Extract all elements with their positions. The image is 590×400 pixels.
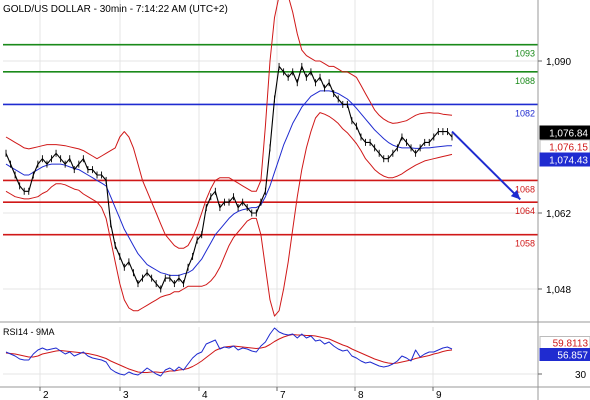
level-label-1082: 1082: [515, 108, 535, 118]
x-tick-label: 2: [43, 390, 49, 400]
level-label-1088: 1088: [515, 76, 535, 86]
x-tick-label: 7: [280, 390, 286, 400]
y-tick-label: 1,062: [546, 209, 571, 220]
price-panel: 1093 1088 1082 1068 1064 1058: [3, 0, 538, 317]
y-tick-label: 1,048: [546, 285, 571, 296]
price-tag-box: [539, 152, 590, 167]
series-rsi-ma: [5, 334, 453, 373]
rsi-tag-box: [539, 348, 590, 361]
series-bollinger-lower: [5, 112, 453, 317]
series-bollinger-upper: [5, 0, 453, 249]
series-rsi: [5, 327, 453, 377]
x-tick-label: 9: [436, 390, 442, 400]
series-moving-average: [5, 90, 452, 276]
chart-title: GOLD/US DOLLAR - 30min - 7:14:22 AM (UTC…: [3, 4, 228, 15]
y-tick-label: 1,090: [546, 57, 571, 68]
price-tag-box: [539, 125, 590, 140]
rsi-y-tick-label: 30: [575, 370, 587, 381]
level-label-1093: 1093: [515, 49, 535, 59]
rsi-panel-title: RSI14 - 9MA: [3, 327, 55, 337]
rsi-panel: [5, 327, 453, 377]
forecast-arrow-head: [510, 189, 521, 200]
rsi-tag-label: 56.857: [557, 351, 588, 362]
rsi-tag-label: 59.8113: [553, 339, 589, 350]
level-label-1058: 1058: [515, 239, 535, 249]
x-tick-label: 3: [123, 390, 129, 400]
price-tag-label: 1,076.15: [549, 143, 588, 154]
price-tag-label: 1,076.84: [549, 129, 588, 140]
level-label-1068: 1068: [515, 184, 535, 194]
level-label-1064: 1064: [515, 206, 535, 216]
forecast-arrow-line: [451, 130, 521, 201]
x-tick-label: 8: [358, 390, 364, 400]
x-tick-label: 4: [202, 390, 208, 400]
price-tag-label: 1,074.43: [549, 156, 588, 167]
